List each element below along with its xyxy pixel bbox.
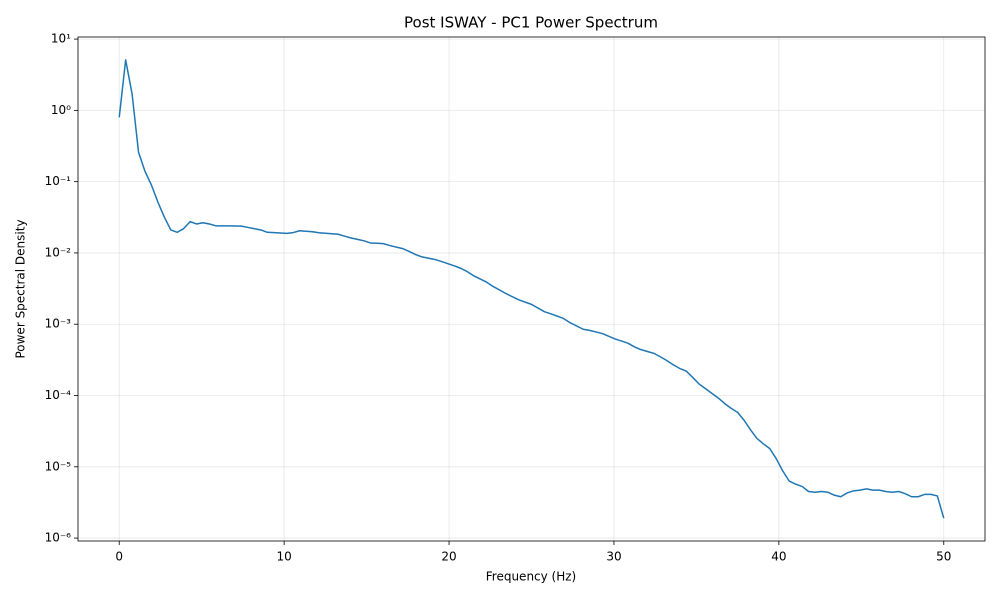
y-tick-label: 10⁰ — [51, 103, 71, 117]
x-tick-label: 50 — [936, 550, 951, 564]
chart-title: Post ISWAY - PC1 Power Spectrum — [404, 14, 658, 32]
plot-frame — [77, 36, 986, 542]
x-tick-label: 20 — [441, 550, 456, 564]
y-tick-label: 10⁻⁶ — [45, 531, 72, 545]
x-tick-label: 30 — [606, 550, 621, 564]
x-tick-label: 0 — [115, 550, 123, 564]
x-axis-label: Frequency (Hz) — [486, 570, 577, 584]
y-tick-label: 10¹ — [51, 32, 71, 46]
y-tick-label: 10⁻⁵ — [45, 459, 72, 473]
y-tick-label: 10⁻² — [45, 245, 72, 259]
data-line — [118, 59, 945, 519]
y-tick-label: 10⁻³ — [45, 317, 72, 331]
y-axis-label: Power Spectral Density — [14, 219, 28, 358]
y-tick-label: 10⁻⁴ — [45, 388, 72, 402]
x-tick-label: 10 — [276, 550, 291, 564]
y-tick-label: 10⁻¹ — [45, 174, 72, 188]
x-tick-label: 40 — [771, 550, 786, 564]
